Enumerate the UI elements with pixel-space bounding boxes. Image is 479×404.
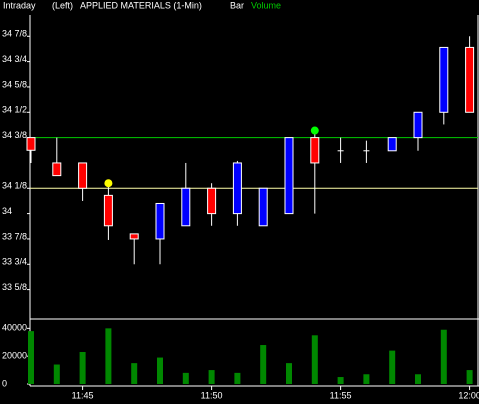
volume-tick-label: 40000 [2,323,27,333]
volume-bar [234,372,241,384]
candle-body [129,233,139,240]
candle-body [387,137,397,152]
volume-bar [28,331,34,384]
volume-bar [53,364,60,384]
candle-body [26,137,36,151]
volume-bar [363,374,370,384]
volume-tick-label: 0 [2,378,7,388]
y-tick-label: 34 5/8 [2,79,27,89]
volume-label: Volume [251,0,281,10]
y-tick-label: 34 1/2 [2,105,27,115]
y-tick-label: 34 [2,206,12,216]
volume-bar [157,357,163,384]
candle-body [439,46,449,113]
candle-body [207,187,217,215]
y-tick-label: 33 3/4 [2,257,27,267]
candle-body [465,46,475,113]
y-tick-label: 34 3/8 [2,130,27,140]
volume-bar [79,352,86,384]
y-tick-label: 33 5/8 [2,282,27,292]
y-tick-label: 34 7/8 [2,29,27,39]
y-tick-label: 34 3/4 [2,54,27,64]
header-text: Bar [230,0,244,10]
candle-body [232,162,242,215]
volume-bar [260,345,267,384]
volume-bar [466,370,473,384]
candle-body [155,202,165,240]
volume-bar [440,329,447,384]
candle-body [52,162,62,177]
volume-bar [337,377,344,384]
candle-body [78,162,88,189]
x-tick-label: 11:45 [72,390,94,400]
header-text: (Left) [52,0,73,10]
volume-bar [131,363,138,384]
marker [310,126,319,135]
candle-body [310,137,320,164]
volume-tick-label: 20000 [2,351,27,361]
volume-bar [311,335,318,384]
header-text: Intraday [3,0,36,10]
y-tick-label: 34 1/8 [2,181,27,191]
candle-body [181,187,191,227]
volume-bar [208,370,215,384]
y-tick-label: 33 7/8 [2,231,27,241]
candle-body [413,111,423,139]
candle-body [284,137,294,215]
volume-bar [105,328,112,384]
x-tick-label: 12:00 [458,390,479,400]
volume-bar [389,350,396,384]
volume-bar [286,363,292,384]
volume-bar [415,374,421,384]
candle-body [103,194,113,227]
candle-body [258,187,268,227]
header-text: APPLIED MATERIALS (1-Min) [80,0,202,10]
x-tick-label: 11:50 [201,390,223,400]
volume-bar [182,372,189,384]
marker [104,179,113,188]
x-tick-label: 11:55 [330,390,352,400]
